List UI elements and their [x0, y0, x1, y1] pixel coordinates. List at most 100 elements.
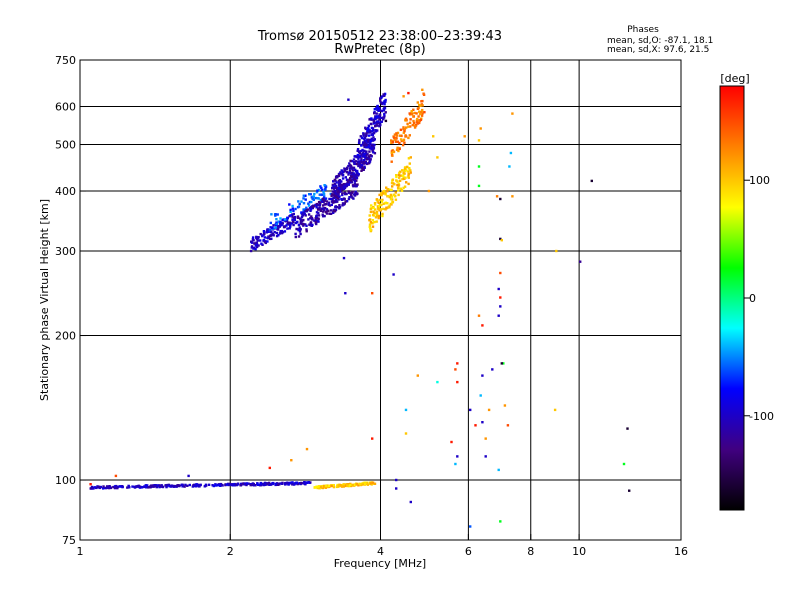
scatter-point [318, 208, 321, 211]
scatter-point [275, 222, 279, 226]
scatter-point [349, 171, 353, 175]
scatter-point [289, 208, 292, 212]
scatter-point [393, 133, 397, 136]
scatter-point [252, 484, 256, 487]
scatter-point [300, 215, 304, 219]
scatter-point [376, 124, 379, 127]
scatter-point [322, 190, 325, 193]
scatter-point [355, 192, 358, 195]
scatter-point [334, 205, 337, 209]
scatter-point [363, 139, 366, 142]
scatter-point [164, 484, 167, 487]
scatter-point [292, 209, 295, 212]
scatter-point [293, 218, 296, 222]
scatter-point [351, 483, 354, 487]
scatter-point [384, 201, 387, 204]
scatter-point [389, 193, 393, 197]
scatter-point [152, 485, 155, 488]
scatter-point [322, 207, 325, 210]
scatter-point [347, 197, 351, 201]
scatter-point [409, 156, 412, 159]
scatter-point [345, 171, 349, 174]
scatter-point [309, 209, 312, 212]
scatter-point [390, 139, 393, 142]
scatter-point [503, 404, 507, 407]
x-tick-label: 4 [377, 545, 384, 558]
scatter-point [355, 482, 359, 486]
scatter-point [357, 173, 360, 176]
scatter-point [477, 314, 481, 317]
scatter-point [404, 134, 407, 137]
scatter-point [327, 209, 330, 212]
scatter-point [318, 203, 322, 207]
scatter-point [316, 208, 320, 211]
scatter-point [263, 232, 266, 236]
scatter-point [419, 110, 423, 114]
scatter-point [363, 149, 366, 153]
scatter-point [277, 227, 280, 230]
scatter-point [351, 159, 354, 163]
scatter-point [180, 483, 184, 486]
scatter-point [351, 169, 355, 172]
scatter-point [225, 483, 229, 486]
scatter-point [392, 150, 395, 154]
scatter-point [374, 208, 377, 211]
scatter-point [256, 245, 259, 248]
scatter-point [319, 209, 323, 212]
scatter-point [310, 200, 313, 204]
scatter-point [420, 117, 423, 120]
scatter-point [106, 485, 109, 488]
scatter-point [391, 185, 394, 188]
scatter-point [315, 191, 319, 194]
scatter-point [344, 185, 347, 188]
scatter-point [321, 215, 325, 218]
scatter-point [239, 483, 242, 487]
scatter-point [278, 224, 282, 228]
scatter-point [218, 483, 222, 487]
scatter-point [407, 157, 411, 160]
scatter-point [367, 155, 371, 158]
scatter-point [553, 408, 557, 412]
scatter-point [366, 483, 370, 486]
scatter-point [352, 185, 355, 188]
scatter-point [314, 220, 317, 224]
scatter-point [269, 237, 272, 241]
scatter-point [412, 119, 415, 123]
scatter-point [418, 112, 422, 116]
scatter-point [302, 202, 306, 205]
scatter-point [375, 112, 378, 115]
scatter-point [322, 200, 325, 203]
scatter-point [383, 103, 386, 106]
scatter-point [279, 220, 282, 223]
scatter-point [260, 242, 263, 245]
scatter-point [499, 305, 502, 308]
scatter-point [343, 186, 347, 189]
scatter-point [370, 137, 373, 140]
scatter-point [418, 110, 421, 113]
scatter-point [336, 484, 339, 488]
scatter-point [391, 178, 395, 181]
scatter-point [395, 134, 399, 137]
scatter-point [314, 203, 317, 207]
scatter-point [236, 483, 239, 486]
scatter-point [330, 197, 333, 201]
scatter-point [340, 198, 343, 201]
scatter-point [391, 198, 394, 201]
scatter-point [267, 235, 270, 238]
scatter-point [102, 485, 105, 488]
scatter-point [341, 188, 344, 191]
scatter-point [371, 143, 374, 146]
scatter-point [355, 179, 358, 182]
scatter-point [184, 483, 187, 487]
scatter-point [249, 483, 252, 487]
scatter-point [419, 118, 422, 122]
scatter-point [341, 193, 344, 197]
scatter-point [395, 132, 398, 135]
scatter-point [407, 176, 410, 179]
scatter-point [295, 227, 298, 231]
scatter-point [233, 484, 236, 487]
scatter-point [283, 230, 287, 233]
scatter-point [330, 203, 333, 206]
scatter-point [509, 151, 513, 155]
